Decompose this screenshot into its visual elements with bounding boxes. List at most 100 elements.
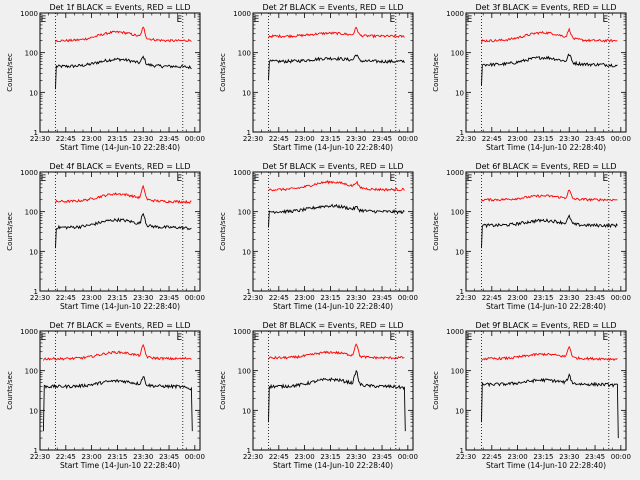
x-tick-label: 00:00: [185, 453, 205, 461]
x-tick-label: 23:45: [585, 453, 605, 461]
event-marker: E: [254, 15, 260, 25]
x-tick-label: 23:30: [133, 294, 153, 302]
y-tick-label: 10: [242, 89, 251, 97]
x-tick-label: 23:00: [82, 294, 102, 302]
x-tick-label: 22:45: [482, 294, 502, 302]
x-tick-label: 23:30: [346, 135, 366, 143]
y-tick-label: 1: [34, 288, 38, 296]
event-marker: E: [41, 15, 47, 25]
y-tick-label: 1000: [446, 328, 464, 336]
events-series-line: [42, 376, 193, 432]
plot-frame: [465, 330, 627, 451]
x-tick-label: 00:00: [611, 294, 631, 302]
x-tick-label: 22:30: [243, 135, 263, 143]
y-tick-label: 1000: [446, 169, 464, 177]
x-tick-label: 00:00: [398, 453, 418, 461]
event-marker: E: [467, 333, 473, 343]
y-tick-label: 1: [460, 447, 464, 455]
x-tick-label: 00:00: [185, 135, 205, 143]
x-tick-label: 23:15: [107, 453, 127, 461]
x-tick-label: 00:00: [611, 135, 631, 143]
x-axis-label: Start Time (14-Jun-10 22:28:40): [273, 143, 393, 152]
detector-panel: Det 4f BLACK = Events, RED = LLD 1 10 100 10…: [6, 162, 205, 311]
x-tick-label: 22:45: [269, 135, 289, 143]
x-axis-label: Start Time (14-Jun-10 22:28:40): [273, 302, 393, 311]
x-tick-label: 23:30: [346, 294, 366, 302]
x-tick-label: 00:00: [611, 453, 631, 461]
lld-series-line: [481, 27, 618, 44]
x-tick-label: 23:30: [133, 135, 153, 143]
x-tick-label: 23:30: [559, 453, 579, 461]
x-tick-label: 22:45: [482, 453, 502, 461]
y-tick-label: 1: [247, 129, 251, 137]
panel-title: Det 1f BLACK = Events, RED = LLD: [49, 3, 190, 12]
y-tick-label: 1000: [446, 10, 464, 18]
x-tick-label: 23:00: [295, 135, 315, 143]
panel-title: Det 9f BLACK = Events, RED = LLD: [475, 321, 616, 330]
event-marker: E: [254, 333, 260, 343]
events-series-line: [481, 53, 618, 86]
y-axis-label: Counts/sec: [6, 53, 14, 92]
y-tick-label: 1: [460, 129, 464, 137]
y-tick-label: 100: [451, 50, 464, 58]
x-tick-label: 23:45: [585, 135, 605, 143]
y-tick-label: 1000: [20, 169, 38, 177]
x-tick-label: 23:00: [508, 294, 528, 302]
y-tick-label: 100: [238, 50, 251, 58]
event-marker: E: [603, 333, 609, 343]
event-marker: E: [177, 333, 183, 343]
x-tick-label: 22:30: [243, 453, 263, 461]
y-tick-label: 10: [29, 248, 38, 256]
x-tick-label: 22:45: [56, 453, 76, 461]
x-tick-label: 22:30: [30, 453, 50, 461]
x-tick-label: 22:45: [269, 294, 289, 302]
y-tick-label: 10: [242, 407, 251, 415]
x-tick-label: 23:30: [559, 294, 579, 302]
event-marker: E: [467, 15, 473, 25]
y-tick-label: 1000: [233, 169, 251, 177]
plot-frame: [252, 330, 414, 451]
x-axis-label: Start Time (14-Jun-10 22:28:40): [273, 461, 393, 470]
x-tick-label: 00:00: [398, 294, 418, 302]
plot-frame: [39, 12, 201, 133]
detector-panel: Det 6f BLACK = Events, RED = LLD 1 10 100 10…: [432, 162, 631, 311]
x-tick-label: 23:15: [533, 135, 553, 143]
events-series-line: [55, 55, 192, 90]
lld-series-line: [268, 179, 405, 192]
y-tick-label: 10: [455, 89, 464, 97]
y-tick-label: 100: [25, 209, 38, 217]
y-axis-label: Counts/sec: [432, 212, 440, 251]
y-tick-label: 1: [247, 447, 251, 455]
panel-title: Det 7f BLACK = Events, RED = LLD: [49, 321, 190, 330]
y-axis-label: Counts/sec: [219, 53, 227, 92]
x-tick-label: 22:30: [30, 294, 50, 302]
plot-frame: [465, 171, 627, 292]
x-tick-label: 23:15: [107, 294, 127, 302]
y-tick-label: 10: [455, 407, 464, 415]
panel-title: Det 2f BLACK = Events, RED = LLD: [262, 3, 403, 12]
x-tick-label: 23:30: [133, 453, 153, 461]
x-tick-label: 23:00: [82, 453, 102, 461]
x-tick-label: 23:15: [533, 294, 553, 302]
x-tick-label: 23:30: [559, 135, 579, 143]
events-series-line: [481, 213, 618, 249]
y-axis-label: Counts/sec: [219, 371, 227, 410]
x-axis-label: Start Time (14-Jun-10 22:28:40): [486, 461, 606, 470]
x-tick-label: 22:45: [482, 135, 502, 143]
plot-frame: [252, 171, 414, 292]
event-marker: E: [603, 15, 609, 25]
x-tick-label: 23:15: [320, 453, 340, 461]
lld-series-line: [268, 26, 405, 39]
event-marker: E: [603, 174, 609, 184]
x-tick-label: 00:00: [398, 135, 418, 143]
plot-frame: [252, 12, 414, 133]
x-tick-label: 23:00: [295, 453, 315, 461]
x-tick-label: 23:15: [320, 135, 340, 143]
x-tick-label: 23:45: [585, 294, 605, 302]
y-axis-label: Counts/sec: [6, 371, 14, 410]
events-series-line: [268, 369, 406, 432]
x-tick-label: 23:30: [346, 453, 366, 461]
plot-frame: [465, 12, 627, 133]
x-axis-label: Start Time (14-Jun-10 22:28:40): [60, 302, 180, 311]
x-axis-label: Start Time (14-Jun-10 22:28:40): [486, 143, 606, 152]
